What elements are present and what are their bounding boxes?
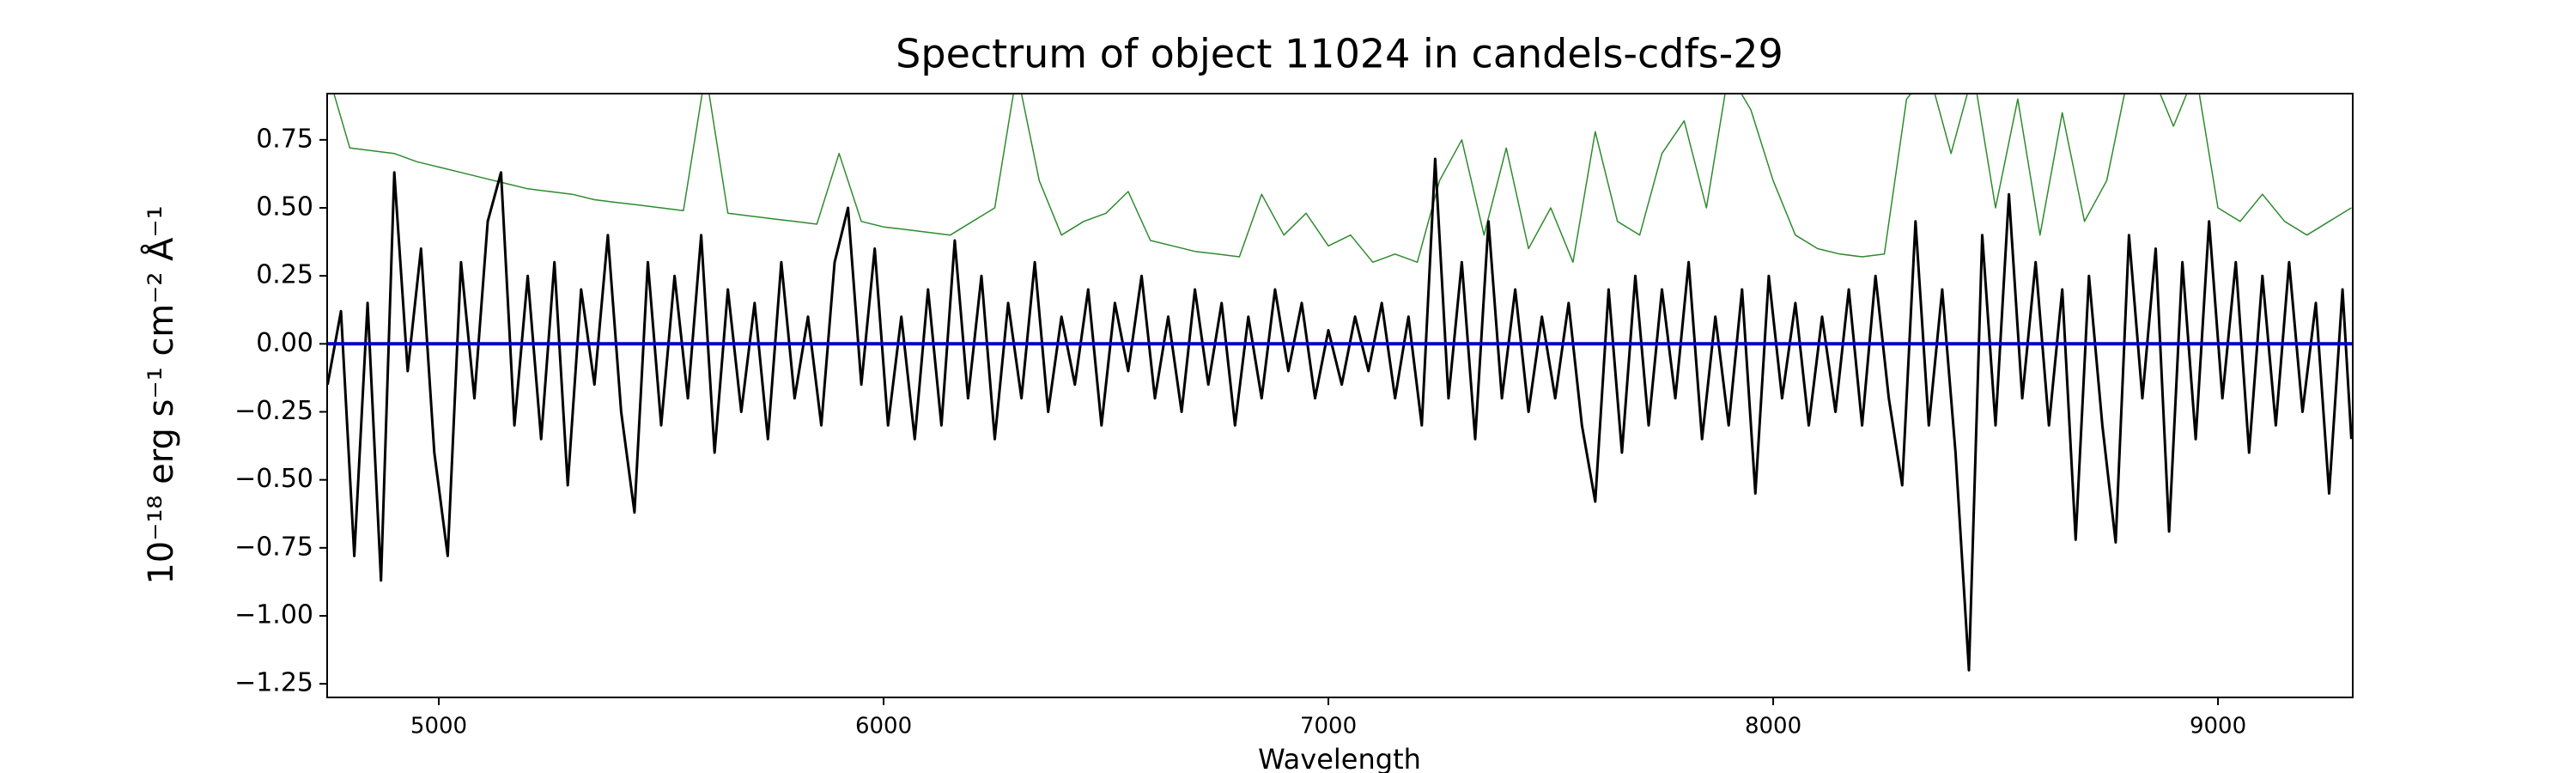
spectrum-line [327,157,2353,672]
x-tick-label: 6000 [855,714,912,740]
y-tick-label: 0.00 [256,328,313,358]
chart-title: Spectrum of object 11024 in candels-cdfs… [896,31,1783,77]
y-tick-label: 0.25 [256,260,313,290]
x-tick-label: 8000 [1745,714,1801,740]
y-tick-label: −1.25 [234,668,313,698]
axes-frame [326,93,2354,698]
y-tick-label: −0.50 [234,464,313,494]
x-axis-label: Wavelength [1258,743,1421,773]
y-tick-label: −0.75 [234,532,313,562]
y-axis-label: 10⁻¹⁸ erg s⁻¹ cm⁻² Å⁻¹ [140,205,181,584]
spectrum-line [333,94,2352,264]
x-tick-label: 7000 [1300,714,1357,740]
x-tick-label: 9000 [2190,714,2246,740]
y-tick-label: 0.75 [256,124,313,154]
y-tick-label: −0.25 [234,396,313,426]
y-tick-label: 0.50 [256,192,313,222]
y-tick-label: −1.00 [234,600,313,630]
x-tick-label: 5000 [410,714,467,740]
plot-area [327,94,2353,672]
